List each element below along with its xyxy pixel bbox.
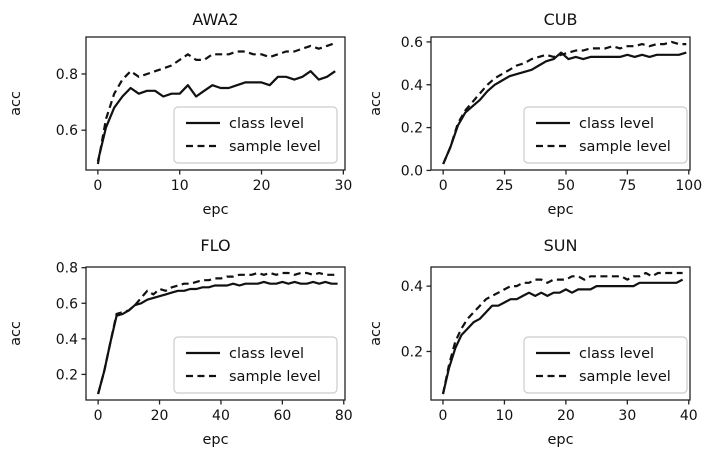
series-line-sample-level	[442, 40, 687, 165]
x-tick-label: 10	[496, 408, 514, 424]
legend: class level sample level	[523, 336, 688, 394]
series-line-sample-level	[441, 271, 683, 395]
y-tick-label: 0.8	[56, 67, 78, 83]
x-tick-label: 0	[439, 178, 448, 194]
x-tick-label: 100	[675, 178, 702, 194]
y-tick-label: 0.6	[56, 123, 78, 139]
series-line-sample-level	[96, 41, 336, 165]
x-axis-label: epc	[202, 432, 228, 448]
series-line-class-level	[96, 70, 336, 162]
x-tick-label: 20	[253, 178, 271, 194]
y-axis-label: acc	[368, 91, 384, 116]
y-tick-label: 0.4	[401, 78, 423, 94]
plot-area	[430, 266, 691, 401]
legend-box	[523, 336, 688, 394]
y-tick-label: 0.4	[56, 332, 78, 348]
plot-area	[85, 36, 346, 171]
x-tick-label: 0	[94, 408, 103, 424]
x-tick-label: 50	[557, 178, 575, 194]
chart-flo: 0 20 40 60 80 0.2 0.4 0.6 0.8 FLO epc acc class leve…	[8, 236, 353, 448]
chart-title: AWA2	[192, 10, 238, 29]
y-tick-label: 0.2	[401, 344, 423, 360]
chart-awa2: 0 10 20 30 0.6 0.8 AWA2 epc acc class level sample…	[8, 10, 352, 218]
y-axis-label: acc	[368, 321, 384, 346]
x-tick-label: 40	[680, 408, 698, 424]
legend-label: class level	[579, 116, 654, 132]
legend-label: sample level	[579, 369, 671, 385]
x-axis-label: epc	[547, 432, 573, 448]
x-axis-label: epc	[202, 202, 228, 218]
x-tick-label: 0	[93, 178, 102, 194]
y-axis-label: acc	[8, 321, 24, 346]
chart-sun: 0 10 20 30 40 0.2 0.4 SUN epc acc class level sampl…	[368, 236, 698, 448]
x-axis-label: epc	[547, 202, 573, 218]
x-tick-label: 60	[273, 408, 291, 424]
legend-box	[173, 106, 338, 164]
plot-area	[430, 36, 691, 171]
legend: class level sample level	[173, 106, 338, 164]
chart-title: SUN	[544, 236, 578, 255]
legend: class level sample level	[523, 106, 688, 164]
legend-label: sample level	[229, 139, 321, 155]
y-tick-label: 0.2	[56, 367, 78, 383]
legend-label: sample level	[229, 369, 321, 385]
legend: class level sample level	[173, 336, 338, 394]
x-tick-label: 40	[212, 408, 230, 424]
legend-box	[523, 106, 688, 164]
legend-label: class level	[579, 346, 654, 362]
x-tick-label: 75	[618, 178, 636, 194]
x-tick-label: 10	[171, 178, 189, 194]
y-tick-label: 0.6	[401, 35, 423, 51]
legend-label: class level	[229, 346, 304, 362]
y-tick-label: 0.0	[401, 163, 423, 179]
legend-label: sample level	[579, 139, 671, 155]
x-tick-label: 30	[618, 408, 636, 424]
chart-cub: 0 25 50 75 100 0.0 0.2 0.4 0.6 CUB epc acc class lev…	[368, 10, 702, 218]
chart-title: CUB	[544, 10, 578, 29]
x-tick-label: 0	[439, 408, 448, 424]
x-tick-label: 20	[151, 408, 169, 424]
x-tick-label: 20	[557, 408, 575, 424]
y-tick-label: 0.2	[401, 121, 423, 137]
series-line-sample-level	[97, 271, 338, 395]
series-line-class-level	[441, 278, 684, 395]
legend-label: class level	[229, 116, 304, 132]
chart-title: FLO	[200, 236, 230, 255]
series-line-class-level	[97, 280, 338, 395]
series-line-class-level	[442, 51, 687, 165]
legend-box	[173, 336, 338, 394]
plot-area	[85, 266, 346, 401]
y-tick-label: 0.8	[56, 261, 78, 277]
x-tick-label: 80	[335, 408, 353, 424]
x-tick-label: 30	[334, 178, 352, 194]
y-tick-label: 0.6	[56, 296, 78, 312]
y-axis-label: acc	[8, 91, 24, 116]
y-tick-label: 0.4	[401, 279, 423, 295]
x-tick-label: 25	[496, 178, 514, 194]
